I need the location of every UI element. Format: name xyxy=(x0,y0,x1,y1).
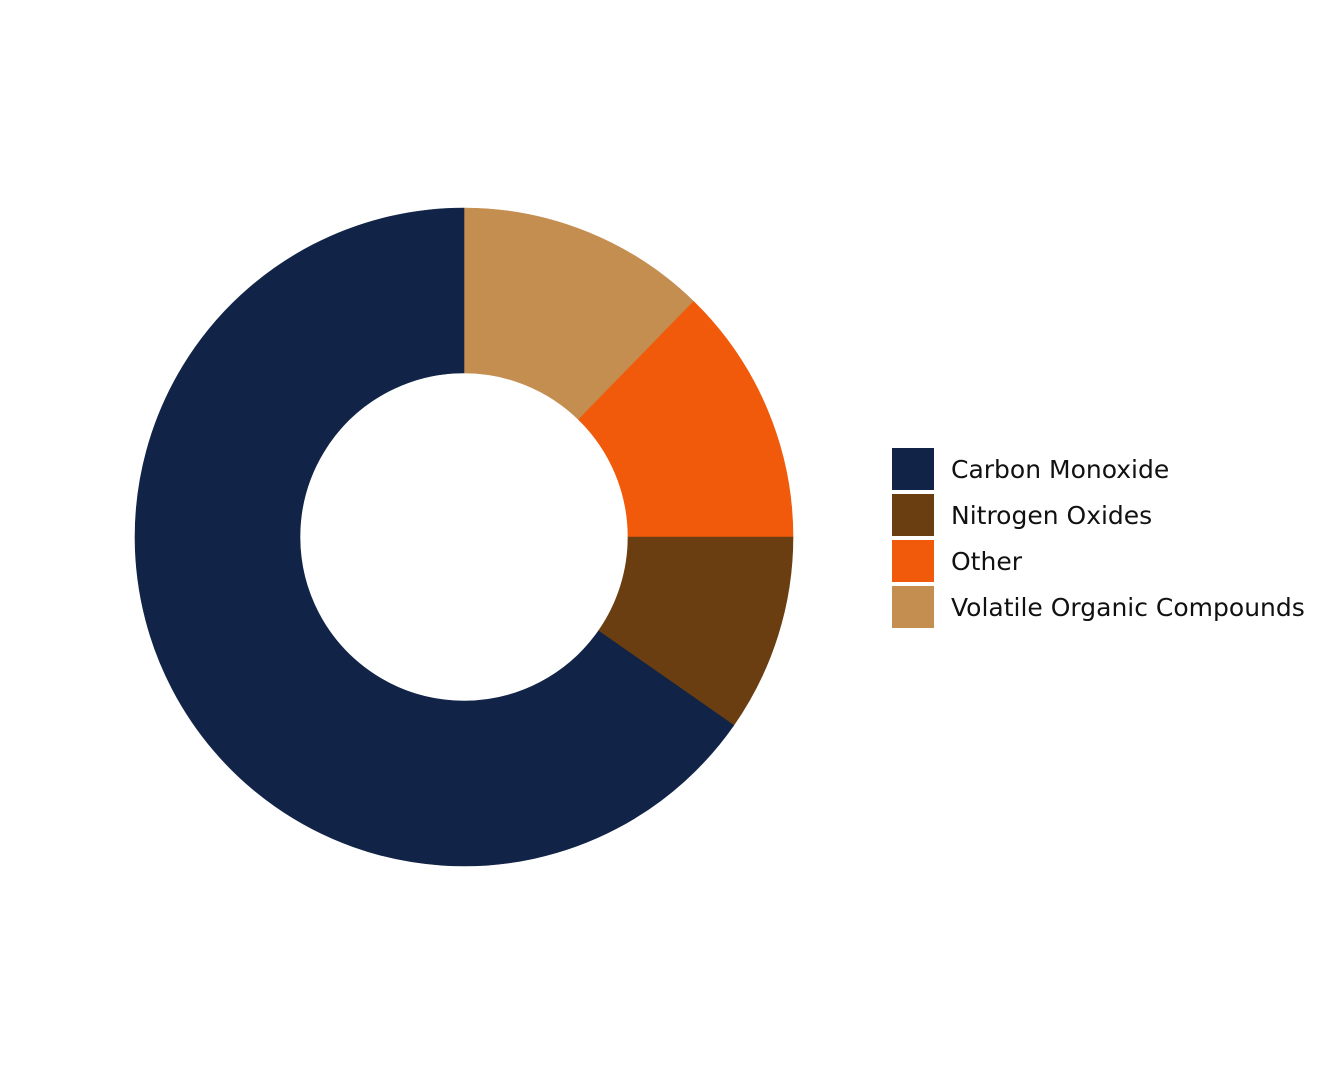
slice-volatile-organic-compounds xyxy=(463,207,695,421)
legend-label: Volatile Organic Compounds xyxy=(951,592,1305,622)
legend-item-other: Other xyxy=(892,538,1305,584)
legend-label: Nitrogen Oxides xyxy=(951,500,1153,530)
legend-swatch xyxy=(892,448,934,490)
legend-swatch xyxy=(892,540,934,582)
legend-item-carbon-monoxide: Carbon Monoxide xyxy=(892,446,1305,492)
legend-swatch xyxy=(892,494,934,536)
legend: Carbon Monoxide Nitrogen Oxides Other Volat… xyxy=(892,446,1305,630)
legend-swatch xyxy=(892,586,934,628)
slice-carbon-monoxide xyxy=(134,207,735,867)
slice-other xyxy=(578,301,794,538)
legend-item-volatile-organic-compounds: Volatile Organic Compounds xyxy=(892,584,1305,630)
legend-label: Carbon Monoxide xyxy=(951,454,1170,484)
legend-label: Other xyxy=(951,546,1022,576)
legend-item-nitrogen-oxides: Nitrogen Oxides xyxy=(892,492,1305,538)
